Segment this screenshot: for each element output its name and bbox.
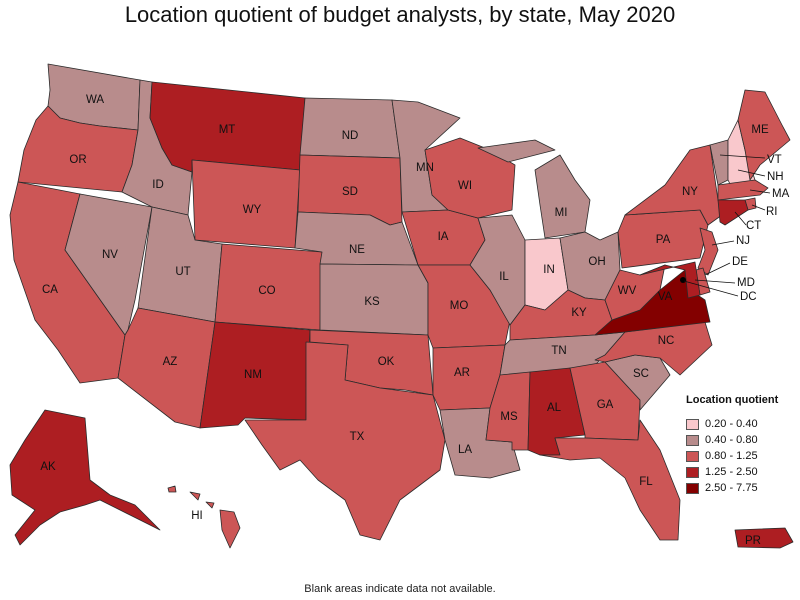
callout-line-de [704, 262, 731, 276]
state-ct [717, 199, 749, 226]
callout-line-nj [711, 240, 735, 246]
label-nm: NM [244, 369, 262, 381]
label-la: LA [458, 444, 472, 456]
state-hi [167, 485, 241, 549]
label-mi: MI [555, 207, 568, 219]
legend-item: 1.25 - 2.50 [686, 464, 796, 480]
state-fl [539, 419, 681, 541]
legend-item: 0.20 - 0.40 [686, 416, 796, 432]
legend-label: 0.20 - 0.40 [705, 418, 758, 430]
label-nh: NH [767, 171, 784, 183]
callout-line-ri [751, 204, 766, 211]
state-wi [424, 137, 516, 219]
label-in: IN [543, 264, 555, 276]
legend-item: 0.40 - 0.80 [686, 432, 796, 448]
label-wv: WV [618, 285, 637, 297]
label-oh: OH [588, 256, 605, 268]
label-al: AL [547, 402, 562, 414]
label-de: DE [732, 256, 748, 268]
state-mi [477, 139, 591, 239]
state-pr [734, 527, 794, 549]
label-nv: NV [102, 249, 118, 261]
label-ky: KY [571, 307, 587, 319]
legend-swatch [686, 466, 699, 478]
state-tx [244, 341, 446, 541]
label-va: VA [658, 291, 673, 303]
legend-title: Location quotient [686, 394, 779, 406]
label-nj: NJ [736, 235, 750, 247]
state-ak [9, 409, 161, 546]
label-az: AZ [163, 356, 178, 368]
label-il: IL [499, 271, 509, 283]
state-nj [697, 227, 719, 276]
label-nd: ND [342, 130, 359, 142]
state-nd [299, 97, 401, 159]
legend-label: 0.80 - 1.25 [705, 450, 758, 462]
state-ma [717, 179, 769, 201]
label-vt: VT [767, 154, 782, 166]
label-tx: TX [350, 431, 365, 443]
label-fl: FL [639, 476, 653, 488]
legend-label: 0.40 - 0.80 [705, 434, 758, 446]
callout-line-nh [737, 169, 766, 177]
label-hi: HI [191, 510, 203, 522]
callout-line-ma [749, 189, 771, 194]
label-pr: PR [745, 535, 761, 547]
label-nc: NC [658, 335, 675, 347]
label-ok: OK [378, 356, 395, 368]
label-sc: SC [633, 368, 649, 380]
label-or: OR [69, 154, 86, 166]
label-ct: CT [746, 220, 761, 232]
map-title: Location quotient of budget analysts, by… [124, 2, 676, 27]
legend-item: 0.80 - 1.25 [686, 448, 796, 464]
state-nc [594, 321, 713, 376]
label-id: ID [152, 179, 164, 191]
footnote: Blank areas indicate data not available. [304, 583, 496, 595]
state-dc [680, 277, 686, 283]
label-mn: MN [416, 162, 434, 174]
label-tn: TN [551, 345, 566, 357]
legend-item: 2.50 - 7.75 [686, 480, 796, 496]
label-pa: PA [656, 234, 671, 246]
label-ut: UT [175, 266, 190, 278]
label-md: MD [737, 277, 755, 289]
label-ne: NE [349, 244, 365, 256]
label-ma: MA [772, 188, 790, 200]
label-ms: MS [500, 411, 518, 423]
label-mt: MT [219, 124, 236, 136]
state-me [737, 89, 791, 181]
legend-swatch [686, 450, 699, 462]
label-sd: SD [342, 186, 358, 198]
callout-line-ct [734, 211, 747, 226]
legend-swatch [686, 482, 699, 494]
state-md [639, 261, 701, 299]
label-ak: AK [40, 461, 56, 473]
label-ar: AR [454, 367, 470, 379]
label-ks: KS [364, 296, 380, 308]
label-wy: WY [243, 204, 262, 216]
label-ia: IA [438, 231, 449, 243]
legend-swatch [686, 418, 699, 430]
callout-line-dc [683, 280, 739, 297]
label-wi: WI [458, 180, 472, 192]
legend-label: 2.50 - 7.75 [705, 482, 758, 494]
label-ca: CA [42, 284, 58, 296]
label-ri: RI [766, 206, 778, 218]
callout-line-md [694, 279, 736, 284]
callout-line-vt [719, 154, 766, 159]
label-ny: NY [682, 186, 698, 198]
label-wa: WA [86, 94, 104, 106]
legend: Location quotient 0.20 - 0.40 0.40 - 0.8… [686, 394, 796, 496]
label-ga: GA [597, 399, 614, 411]
legend-swatch [686, 434, 699, 446]
state-wv [604, 264, 666, 321]
label-dc: DC [740, 291, 757, 303]
label-me: ME [751, 124, 769, 136]
label-mo: MO [450, 300, 469, 312]
label-co: CO [258, 285, 275, 297]
legend-label: 1.25 - 2.50 [705, 466, 758, 478]
